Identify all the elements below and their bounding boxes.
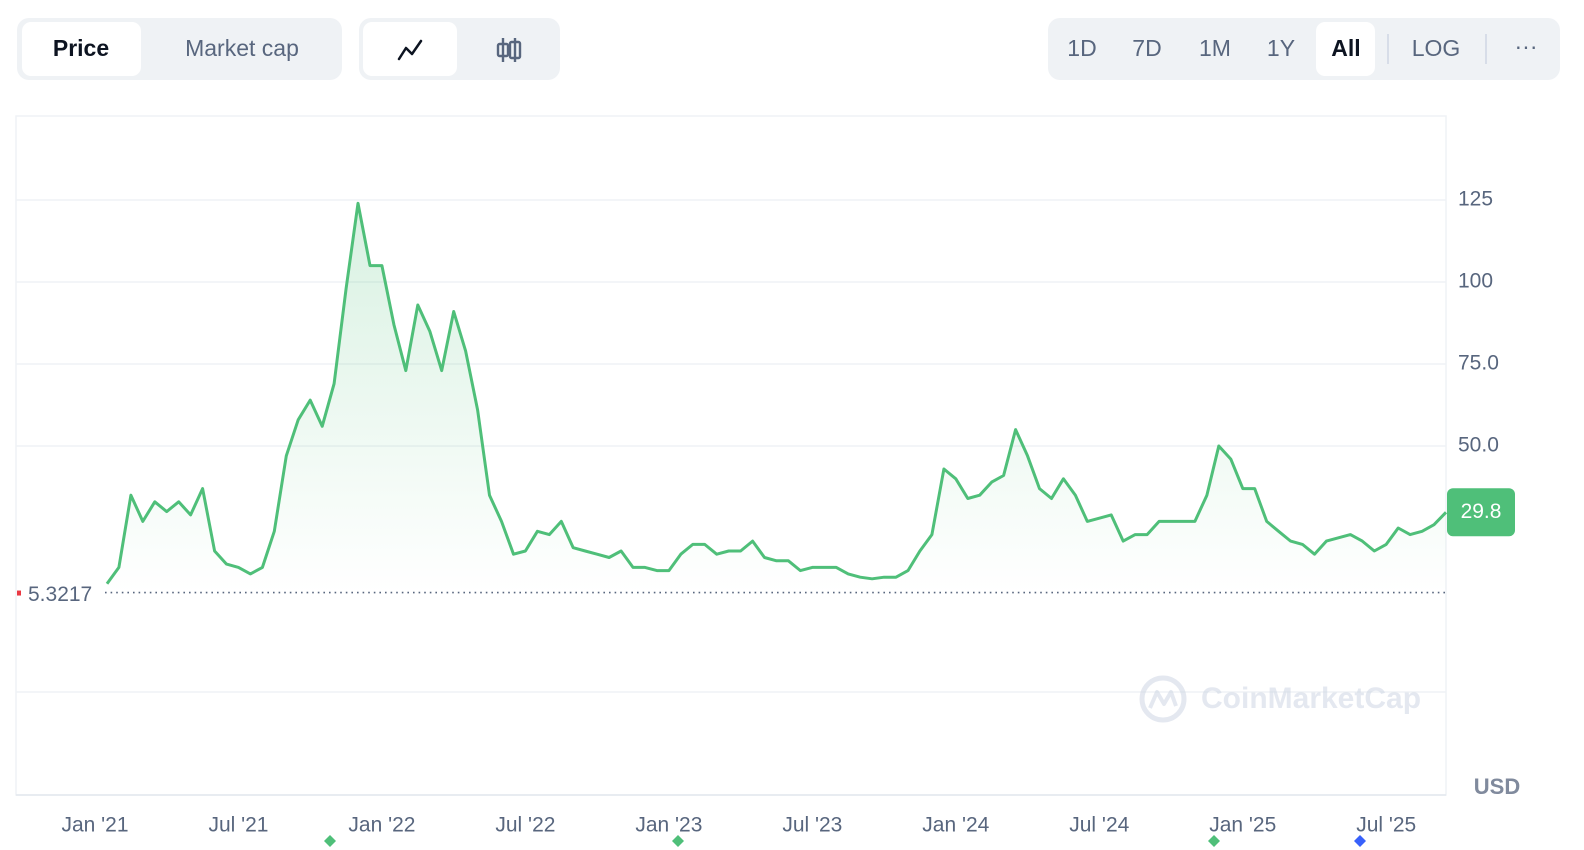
watermark-logo-m: [1148, 690, 1178, 709]
reference-label: 5.3217: [28, 583, 92, 606]
line-style-button[interactable]: [363, 22, 457, 76]
range-active-bg: [1316, 22, 1375, 76]
range-1m[interactable]: 1M: [1199, 35, 1231, 61]
y-tick-label: 75.0: [1458, 352, 1499, 375]
event-marker[interactable]: [672, 835, 684, 847]
event-marker[interactable]: [324, 835, 336, 847]
event-marker[interactable]: [1208, 835, 1220, 847]
x-tick-label: Jul '22: [495, 814, 555, 837]
range-1d[interactable]: 1D: [1067, 35, 1096, 61]
log-toggle[interactable]: LOG: [1412, 35, 1461, 61]
range-all[interactable]: All: [1331, 35, 1360, 61]
candle-body: [508, 40, 522, 60]
x-tick-label: Jan '25: [1209, 814, 1276, 837]
watermark: CoinMarketCap: [1139, 675, 1421, 723]
candle-body: [496, 42, 510, 58]
price-tab[interactable]: Price: [53, 35, 109, 61]
currency-label: USD: [1474, 774, 1520, 799]
y-tick-label: 125: [1458, 188, 1493, 211]
price-area: [107, 203, 1446, 593]
x-tick-label: Jan '23: [635, 814, 702, 837]
x-tick-label: Jul '25: [1356, 814, 1416, 837]
tab-active-bg: [22, 22, 141, 76]
reference-label-bg: [18, 578, 104, 609]
range-7d[interactable]: 7D: [1132, 35, 1161, 61]
reference-marker: [17, 590, 21, 596]
x-tick-label: Jan '24: [922, 814, 989, 837]
last-price-badge: [1447, 488, 1515, 537]
more-menu[interactable]: ···: [1515, 33, 1538, 59]
x-tick-label: Jul '21: [208, 814, 268, 837]
candle-icon[interactable]: [496, 38, 522, 62]
market-cap-tab[interactable]: Market cap: [185, 35, 299, 61]
x-tick-label: Jan '21: [61, 814, 128, 837]
y-tick-label: 100: [1458, 270, 1493, 293]
price-line: [105, 201, 1448, 585]
x-tick-label: Jul '24: [1069, 814, 1129, 837]
x-tick-label: Jan '22: [348, 814, 415, 837]
event-marker[interactable]: [1354, 835, 1366, 847]
line-icon: [397, 39, 423, 61]
x-tick-label: Jul '23: [782, 814, 842, 837]
y-tick-label: 50.0: [1458, 434, 1499, 457]
range-1y[interactable]: 1Y: [1267, 35, 1295, 61]
watermark-text: CoinMarketCap: [1201, 682, 1421, 715]
watermark-logo: [1139, 675, 1187, 723]
range-tabs: [1048, 18, 1560, 80]
last-price-label: 29.8: [1461, 500, 1502, 523]
